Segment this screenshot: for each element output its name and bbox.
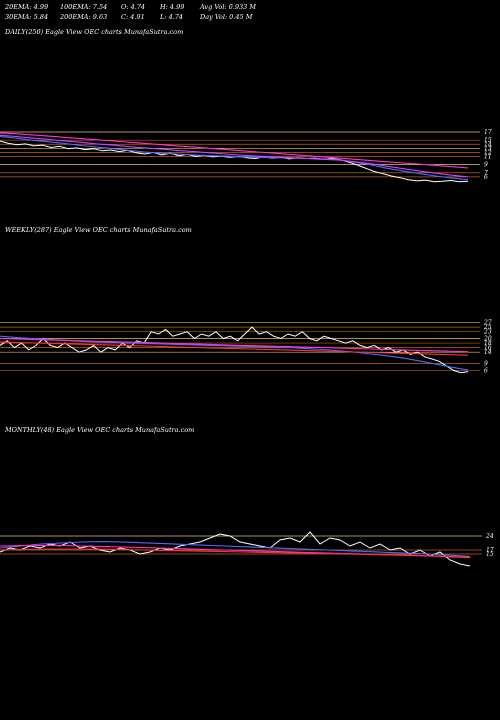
daily-tick-label: 6	[484, 174, 488, 181]
weekly-panel-label: WEEKLY(287) Eagle View OEC charts Munafa…	[5, 226, 192, 234]
low-stat: L: 4.74	[160, 13, 184, 21]
daily-tick-label: 13	[484, 145, 492, 152]
daily-tick-label: 15	[484, 137, 492, 144]
monthly-tick-label: 17	[486, 547, 494, 554]
ema200-stat: 200EMA: 9.63	[60, 13, 108, 21]
daily-tick-label: 9	[484, 162, 488, 169]
monthly-tick-label: 24	[485, 533, 494, 540]
daily-tick-label: 11	[484, 154, 492, 161]
monthly-ema-blue-line	[0, 541, 471, 557]
open-stat: O: 4.74	[121, 3, 146, 11]
daily-ema-magenta-line	[0, 134, 469, 178]
daily-panel-label: DAILY(250) Eagle View OEC charts MunafaS…	[5, 28, 184, 36]
ema100-stat: 100EMA: 7.54	[60, 3, 108, 11]
daily-tick-label: 12	[484, 149, 492, 156]
weekly-ema-pink-line	[0, 337, 469, 353]
daily-ema-pink-line	[0, 132, 469, 169]
weekly-tick-label: 27	[483, 320, 492, 327]
close-stat: C: 4.91	[121, 13, 145, 21]
weekly-ema-red-line	[0, 341, 469, 356]
ema20-stat: 20EMA: 4.99	[5, 3, 49, 11]
weekly-tick-label: 20	[483, 336, 492, 343]
weekly-tick-label: 14	[484, 349, 492, 356]
avgvol-stat: Avg Vol: 0.933 M	[200, 3, 257, 11]
daily-tick-label: 17	[484, 129, 492, 136]
daily-tick-label: 14	[484, 141, 492, 148]
daily-price-line	[0, 140, 469, 183]
daily-ema-blue-line	[0, 135, 469, 181]
weekly-tick-label: 6	[484, 367, 488, 374]
high-stat: H: 4.99	[160, 3, 185, 11]
daily-tick-label: 7	[484, 170, 488, 177]
weekly-tick-label: 25	[483, 324, 492, 331]
monthly-panel-label: MONTHLY(48) Eagle View OEC charts Munafa…	[5, 426, 195, 434]
weekly-tick-label: 16	[484, 345, 492, 352]
monthly-tick-label: 15	[486, 551, 494, 558]
weekly-tick-label: 23	[483, 329, 492, 336]
monthly-price-line	[0, 531, 471, 567]
ema30-stat: 30EMA: 5.84	[5, 13, 49, 21]
monthly-ema-red-line	[0, 548, 471, 558]
weekly-tick-label: 18	[484, 340, 492, 347]
dayvol-stat: Day Vol: 0.45 M	[200, 13, 253, 21]
weekly-price-line	[0, 326, 469, 374]
weekly-tick-label: 9	[484, 361, 488, 368]
